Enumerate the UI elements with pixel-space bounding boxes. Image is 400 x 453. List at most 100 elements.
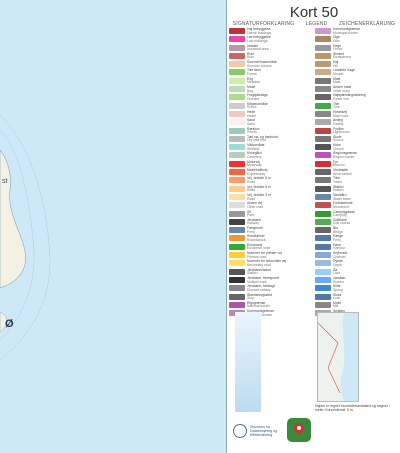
legend-row: Jernbane, fleresporet Multiple track <box>229 275 315 284</box>
legend-symbol-icon <box>315 235 331 242</box>
legend-label: Hegn <box>333 43 342 48</box>
legend-label: Europavej <box>247 242 263 247</box>
legend-label: Ruin <box>247 51 254 56</box>
legend-symbol-icon <box>315 36 331 43</box>
legend-symbol-icon <box>229 52 245 59</box>
legend-sublabel: Road <box>247 179 256 184</box>
legend-row: Fyr Beacon <box>315 160 400 168</box>
legend-text: Rundkørsel Roundabout <box>247 235 265 242</box>
legend-sublabel: Fence <box>333 47 343 52</box>
legend-symbol-icon <box>229 243 245 250</box>
legend-symbol-icon <box>229 119 245 126</box>
legend-row: Høj Hill <box>315 60 400 68</box>
legend-symbol-icon <box>229 227 245 234</box>
island-west <box>0 149 26 289</box>
legend-row: Campingplads Camping <box>315 210 400 218</box>
legend-label: Tæt skov <box>247 68 261 73</box>
legend-sublabel: Escarpment <box>333 55 352 60</box>
legend-sublabel: Wind turbine <box>333 171 353 176</box>
legend-symbol-icon <box>315 260 331 267</box>
legend-symbol-icon <box>315 243 331 250</box>
legend-row: Hovedvej Main road <box>315 109 400 118</box>
legend-label: Fortidsminde <box>333 201 353 206</box>
legend-row: Molle Mill <box>315 301 400 309</box>
legend-text: Bro Bridge <box>333 226 343 234</box>
legend-label: Høj <box>333 60 339 65</box>
legend-sublabel: Harbour <box>333 246 346 251</box>
legend-symbol-icon <box>229 127 245 134</box>
legend-text: Anlæg Facility <box>333 118 344 126</box>
legend-panel: Kort 50 SIGNATURFORKLARING LEGEND ZEICHE… <box>226 0 400 453</box>
legend-label: Bro <box>333 226 339 231</box>
legend-sublabel: Industrial area <box>247 47 269 52</box>
legend-label: Kommunegrænse <box>247 309 274 313</box>
legend-label: Sand <box>247 118 255 123</box>
legend-text: Landede Kage Mound <box>333 69 355 76</box>
legend-row: Jernbanestation Station <box>229 268 315 276</box>
legend-sublabel: Multiple track <box>247 279 267 284</box>
legend-text: Havn Harbour <box>333 243 346 251</box>
legend-sublabel: Dry lake bed <box>247 138 267 143</box>
legend-heading-da: SIGNATURFORKLARING <box>232 21 295 27</box>
legend-sublabel: Tree <box>333 105 340 110</box>
legend-sublabel: Main road <box>333 113 349 118</box>
legend-symbol-icon <box>229 61 245 68</box>
legend-symbol-icon <box>229 210 245 217</box>
legend-text: Dybde Depth <box>333 260 343 267</box>
legend-row: Sommerhusområde Summer houses <box>229 60 315 68</box>
legend-symbol-icon <box>229 177 245 184</box>
legend-symbol-icon <box>229 94 245 101</box>
legend-label: Jernbane, fleresporet <box>247 275 280 280</box>
legend-label: Hovedvej <box>333 109 348 114</box>
legend-label: Kirke <box>333 143 341 148</box>
legend-label: Høj bebyggelse <box>247 27 271 31</box>
legend-label: Færgerute <box>247 226 263 231</box>
legend-sublabel: Water tower <box>333 196 352 201</box>
legend-text: Mast Mast <box>333 77 340 85</box>
legend-row: Jernbane, Nedlagt Disused railway <box>229 284 315 292</box>
legend-row: Sti Path <box>229 209 315 218</box>
legend-row: Vej, bredde 8 m Road <box>229 177 315 184</box>
legend-text: Sti Path <box>247 209 254 218</box>
legend-text: Nummer for primær vej Primary road <box>247 251 282 259</box>
legend-sublabel: Region border <box>333 155 355 160</box>
legend-text: Tørt sø- og havbund Dry lake bed <box>247 135 278 143</box>
legend-row: Vej, bredde 6 m Road <box>229 185 315 193</box>
legend-row: Tæt skov Forest <box>229 69 315 76</box>
legend-text: Sluse Lock <box>333 292 342 301</box>
legend-label: Jernbane, Nedlagt <box>247 284 275 289</box>
legend-label: Sti <box>247 209 251 214</box>
logo-line-3: Effektivisering <box>250 433 273 437</box>
legend-text: Færge Ferry <box>333 235 343 242</box>
legend-sublabel: Disused railway <box>247 287 271 292</box>
legend-row: Kirkegård Cemetery <box>229 152 315 159</box>
legend-text: Rørskov Reeds <box>247 127 260 135</box>
legend-sublabel: Other mast <box>333 88 350 93</box>
legend-label: Sluse <box>333 292 342 297</box>
legend-sublabel: Dike <box>333 38 340 43</box>
map-app-icon[interactable] <box>287 418 311 442</box>
legend-row: Industri Industrial area <box>229 44 315 52</box>
logo-line-2: Dataforsyning og <box>250 429 278 433</box>
legend-label: Hede <box>247 109 256 114</box>
legend-label: Landede Kage <box>333 68 356 73</box>
legend-sublabel: Bridge <box>333 229 343 234</box>
legend-symbol-icon <box>315 210 331 217</box>
legend-label: Lav bebyggelse <box>247 35 271 40</box>
legend-row: Rundkørsel Roundabout <box>229 235 315 242</box>
legend-row: Frugtplantage Orchard <box>229 94 315 101</box>
legend-label: Standsningssted <box>247 292 273 297</box>
legend-sublabel: Station <box>247 271 258 276</box>
legend-symbol-icon <box>229 301 245 308</box>
legend-sublabel: Power line <box>333 96 349 101</box>
legend-sublabel: Road <box>247 196 256 201</box>
map-area[interactable]: Ø st <box>0 0 226 453</box>
legend-label: Mose <box>247 85 256 90</box>
legend-row: Rørskov Reeds <box>229 127 315 135</box>
legend-symbol-icon <box>315 52 331 59</box>
legend-symbol-icon <box>315 177 331 184</box>
legend-text: Frugtplantage Orchard <box>247 94 268 101</box>
legend-symbol-icon <box>229 218 245 225</box>
